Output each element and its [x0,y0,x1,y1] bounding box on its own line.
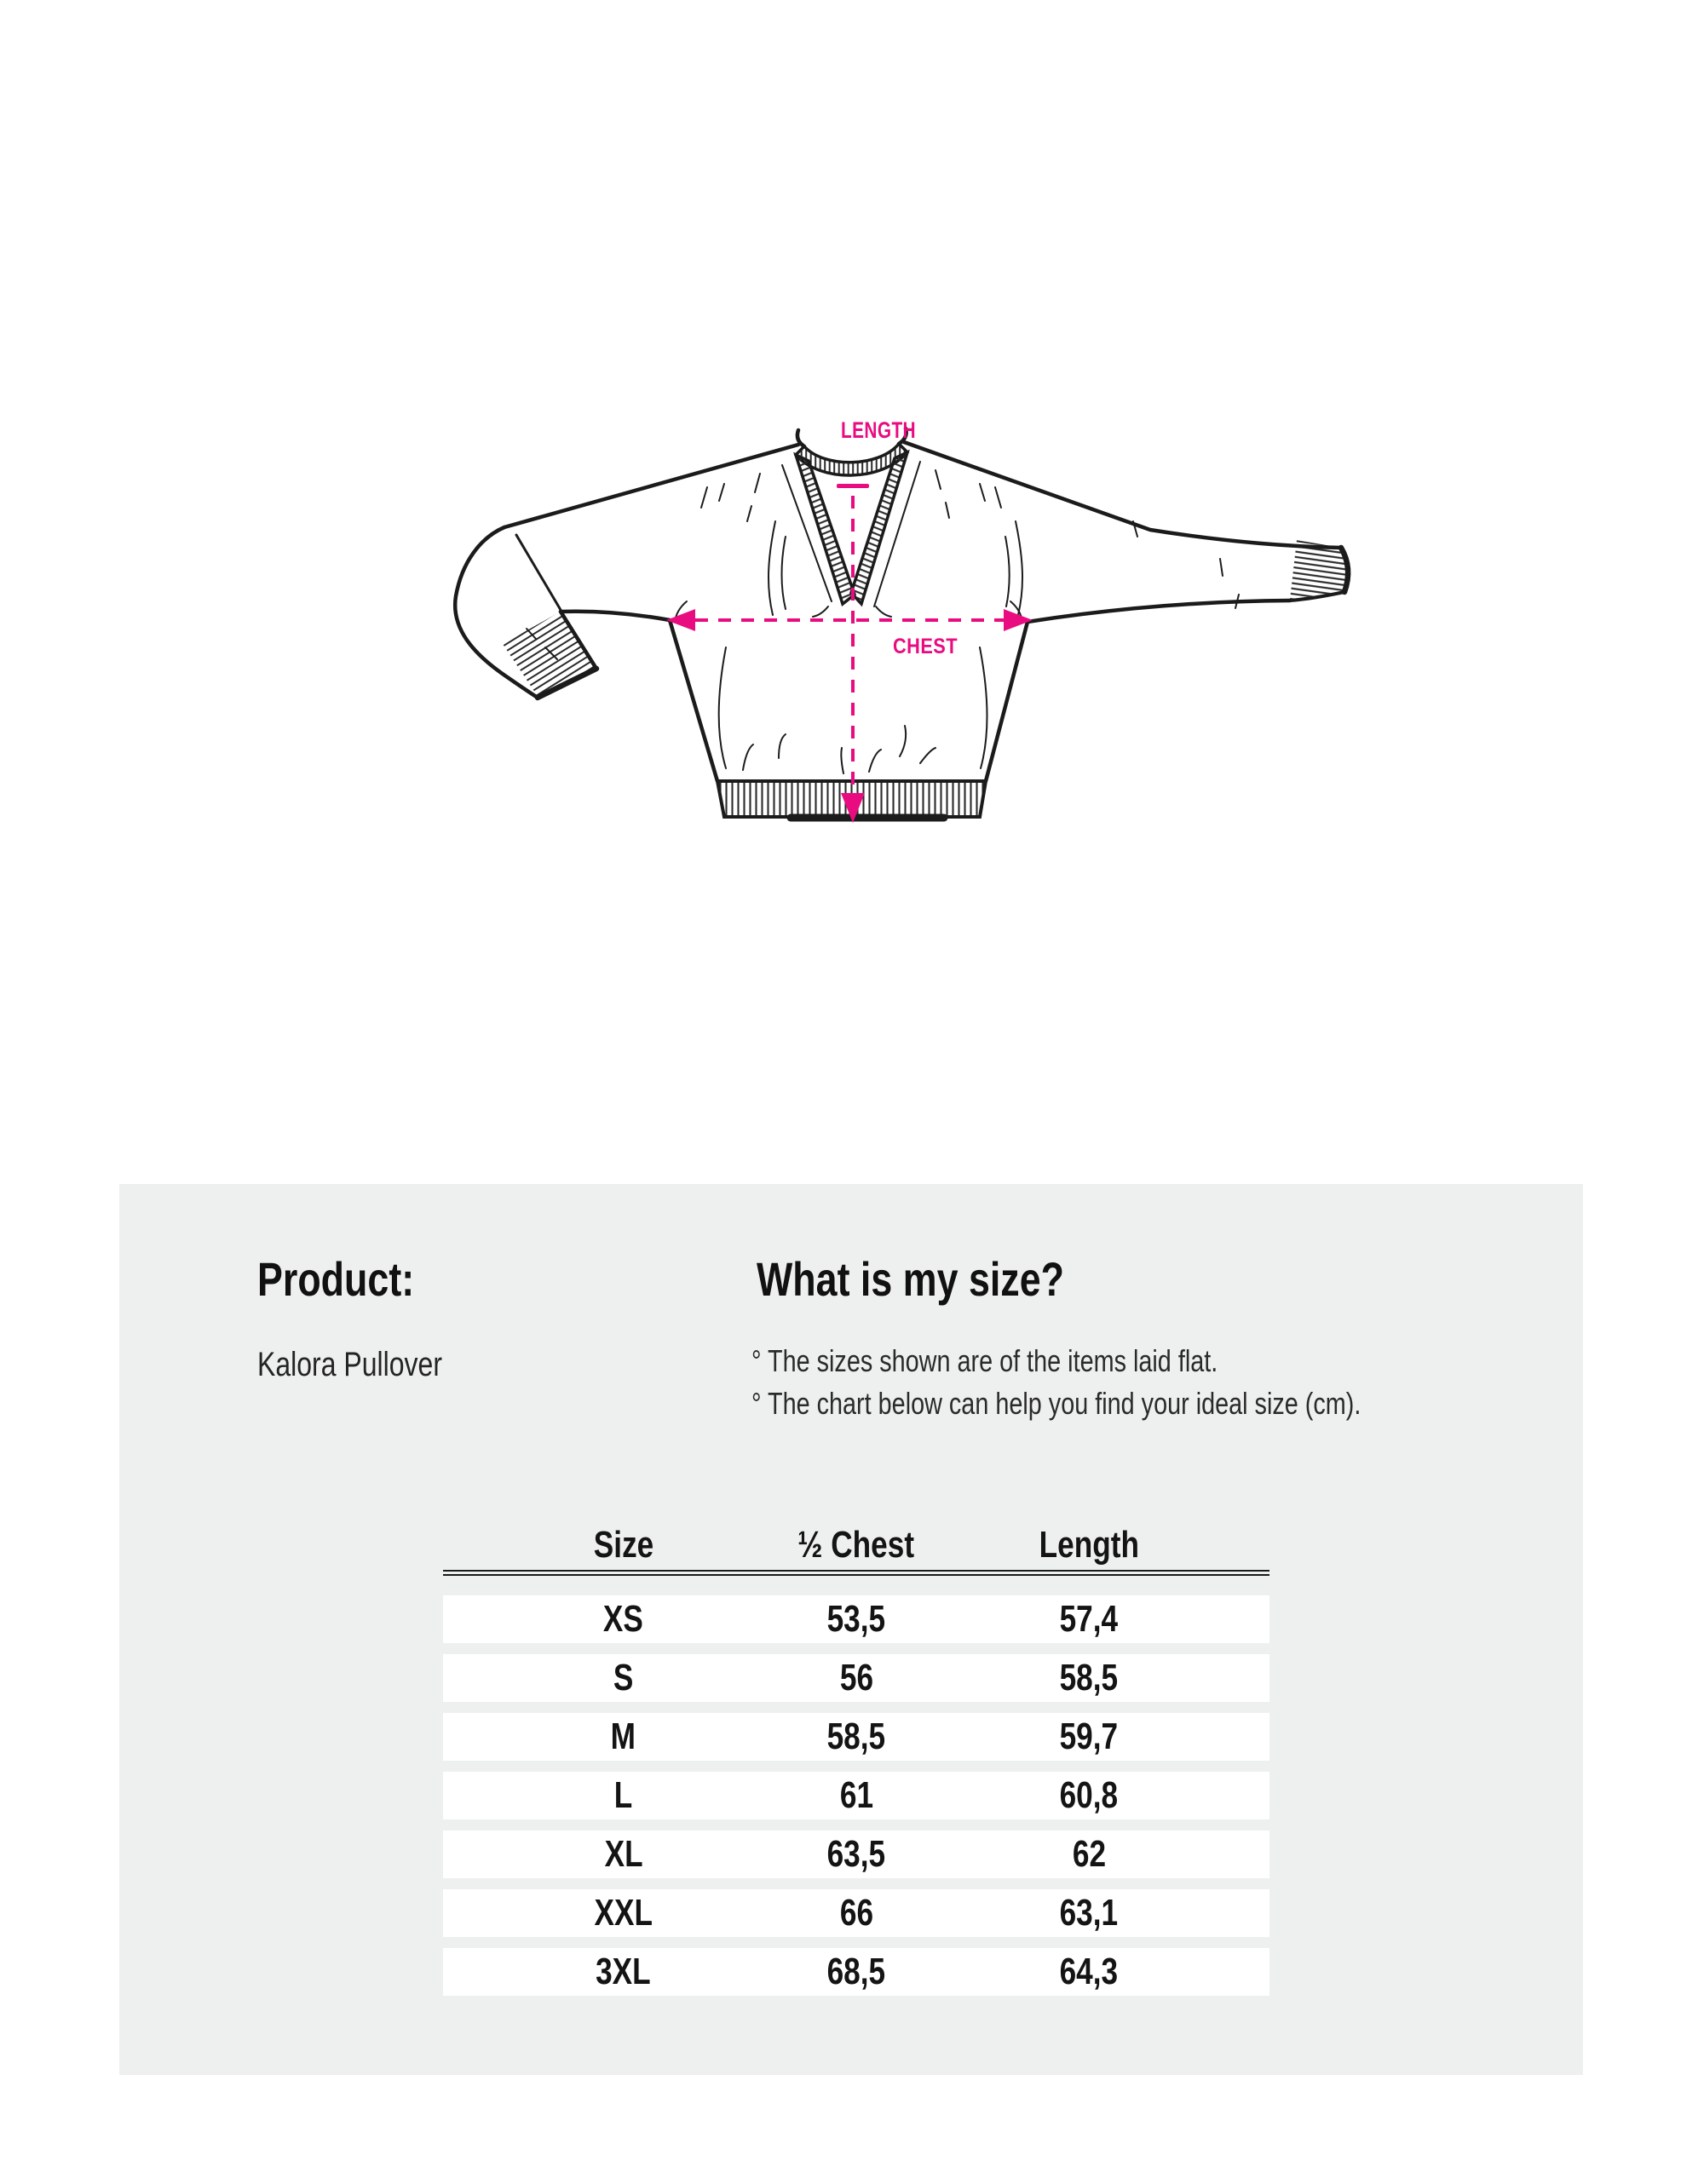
cell-size: M [611,1716,636,1757]
chest-arrowhead-right [1004,609,1033,631]
cell-length: 58,5 [1060,1657,1119,1698]
size-table-rows: XS 53,5 57,4 S 56 58,5 M 58,5 59,7 L 61 … [443,1595,1269,2007]
cell-length: 62 [1072,1833,1106,1875]
cell-length: 59,7 [1060,1716,1119,1757]
cell-half-chest: 56 [839,1657,873,1698]
header-length: Length [1039,1524,1139,1566]
length-top-tick [837,484,869,488]
cell-size: S [613,1657,634,1698]
measurement-marks: LENGTH CHEST [666,417,1033,823]
cell-length: 63,1 [1060,1892,1119,1934]
cell-half-chest: 53,5 [826,1598,886,1640]
table-row: M 58,5 59,7 [443,1713,1269,1761]
product-heading: Product: [257,1252,415,1306]
table-row: S 56 58,5 [443,1654,1269,1702]
header-size: Size [593,1524,653,1566]
length-arrowhead [841,793,865,823]
size-table-header: Size ½ Chest Length [443,1521,1269,1569]
cell-size: XXL [594,1892,653,1934]
cell-length: 64,3 [1060,1951,1119,1992]
header-divider [443,1570,1269,1576]
table-row: XS 53,5 57,4 [443,1595,1269,1643]
table-row: XL 63,5 62 [443,1831,1269,1878]
table-row: L 61 60,8 [443,1772,1269,1819]
stitch-details [526,461,1240,774]
cell-half-chest: 61 [839,1774,873,1816]
table-row: 3XL 68,5 64,3 [443,1948,1269,1996]
cell-size: L [613,1774,633,1816]
cell-size: XS [603,1598,644,1640]
header-half-chest: ½ Chest [797,1524,915,1566]
cell-half-chest: 68,5 [826,1951,886,1992]
length-label: LENGTH [841,417,916,443]
sweater-ribbing [503,441,1347,819]
cell-size: 3XL [596,1951,651,1992]
size-guide-note: ° The chart below can help you find your… [751,1386,1361,1421]
cell-half-chest: 63,5 [826,1833,886,1875]
chest-label: CHEST [893,635,958,658]
size-guide-heading: What is my size? [757,1252,1064,1306]
sweater-diagram: LENGTH CHEST [452,417,1351,823]
cell-half-chest: 58,5 [826,1716,886,1757]
cell-length: 60,8 [1060,1774,1119,1816]
cell-length: 57,4 [1060,1598,1119,1640]
cell-half-chest: 66 [839,1892,873,1934]
product-name: Kalora Pullover [257,1346,442,1383]
chest-arrowhead-left [666,609,695,631]
cell-size: XL [604,1833,643,1875]
size-guide-note: ° The sizes shown are of the items laid … [751,1343,1218,1378]
sweater-outline [452,426,1351,822]
table-row: XXL 66 63,1 [443,1889,1269,1937]
